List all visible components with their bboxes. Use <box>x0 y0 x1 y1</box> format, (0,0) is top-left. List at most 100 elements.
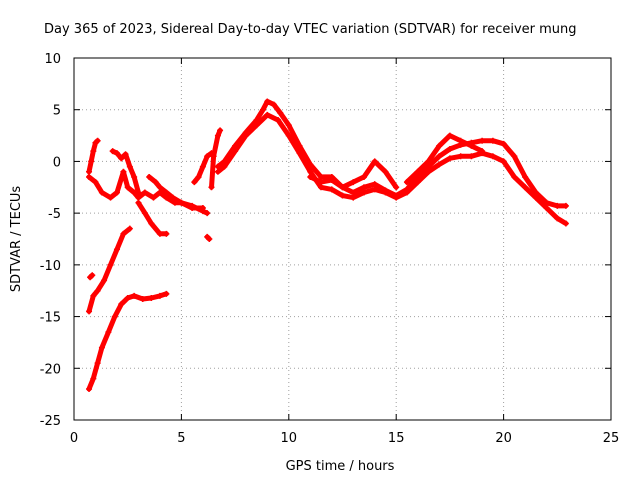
data-point <box>468 153 475 160</box>
data-point <box>489 153 496 160</box>
data-point <box>135 194 142 201</box>
y-tick-label: -10 <box>40 259 61 274</box>
data-point <box>479 137 486 144</box>
data-point <box>163 290 170 297</box>
series-arc-early-rise <box>86 137 101 175</box>
data-point <box>264 98 271 105</box>
series-arc-early-drop <box>135 199 170 237</box>
data-point <box>382 168 389 175</box>
data-point <box>118 155 125 162</box>
data-point <box>489 137 496 144</box>
data-point <box>163 230 170 237</box>
data-point <box>403 189 410 196</box>
data-point <box>94 137 101 144</box>
data-point <box>554 215 561 222</box>
x-tick-label: 0 <box>70 431 78 446</box>
data-point <box>113 189 120 196</box>
series-arc-mid-a <box>307 158 400 191</box>
data-point <box>457 137 464 144</box>
data-point <box>457 153 464 160</box>
series-trace <box>404 133 485 185</box>
x-tick-label: 10 <box>281 431 298 446</box>
data-point <box>522 173 529 180</box>
series-trace <box>86 138 101 175</box>
data-point <box>204 210 211 217</box>
data-point <box>199 163 206 170</box>
data-point <box>163 189 170 196</box>
series-trace <box>215 112 569 226</box>
data-point <box>253 122 260 129</box>
data-point <box>124 184 131 191</box>
data-point <box>307 173 314 180</box>
data-point <box>146 173 153 180</box>
data-point <box>94 287 101 294</box>
data-point <box>94 360 101 367</box>
y-axis-label: SDTVAR / TECUs <box>9 186 24 293</box>
data-point <box>126 225 133 232</box>
data-point <box>393 184 400 191</box>
data-point <box>204 153 211 160</box>
data-point <box>199 208 206 215</box>
data-point <box>446 132 453 139</box>
data-point <box>131 292 138 299</box>
x-axis-label: GPS time / hours <box>286 459 395 474</box>
data-point <box>191 179 198 186</box>
data-point <box>296 150 303 157</box>
series-arc-morning-late <box>208 127 224 191</box>
data-point <box>403 179 410 186</box>
series-trace <box>135 200 169 237</box>
data-point <box>339 184 346 191</box>
data-point <box>382 189 389 196</box>
data-point <box>90 148 97 155</box>
data-point <box>214 132 221 139</box>
y-tick-label: -20 <box>40 362 61 377</box>
chart-title: Day 365 of 2023, Sidereal Day-to-day VTE… <box>44 22 577 37</box>
data-point <box>120 168 127 175</box>
series-arc-low-22 <box>86 290 170 392</box>
data-point <box>393 194 400 201</box>
y-tick-label: 0 <box>53 155 61 170</box>
data-point <box>270 101 277 108</box>
data-point <box>414 168 421 175</box>
data-point <box>113 246 120 253</box>
data-point <box>436 153 443 160</box>
data-point <box>360 189 367 196</box>
data-point <box>350 194 357 201</box>
data-point <box>217 127 224 134</box>
data-point <box>277 109 284 116</box>
data-point <box>141 210 148 217</box>
data-point <box>135 199 142 206</box>
series-arc-early-bump <box>109 148 142 196</box>
data-point <box>328 186 335 193</box>
data-point <box>425 168 432 175</box>
data-point <box>195 173 202 180</box>
data-point <box>436 161 443 168</box>
data-point <box>152 179 159 186</box>
y-tick-label: -15 <box>40 311 61 326</box>
data-point <box>522 184 529 191</box>
data-point <box>88 158 95 165</box>
grid-lines <box>74 58 611 420</box>
series-arc-early-side <box>146 173 211 217</box>
data-point <box>86 168 93 175</box>
data-point <box>150 194 157 201</box>
x-tick-label: 20 <box>495 431 512 446</box>
data-point <box>532 194 539 201</box>
data-point <box>210 153 217 160</box>
y-tick-label: 10 <box>44 52 61 67</box>
data-point <box>360 173 367 180</box>
data-point <box>111 313 118 320</box>
data-point <box>562 202 569 209</box>
data-point <box>156 292 163 299</box>
data-point <box>414 179 421 186</box>
series-arc-peak-b <box>403 132 486 186</box>
data-point <box>371 186 378 193</box>
data-point <box>141 189 148 196</box>
data-point <box>500 158 507 165</box>
data-point <box>107 261 114 268</box>
series-arc-isolated-a <box>87 272 96 281</box>
data-point <box>554 202 561 209</box>
data-point <box>206 236 213 242</box>
plot-frame <box>73 57 612 421</box>
